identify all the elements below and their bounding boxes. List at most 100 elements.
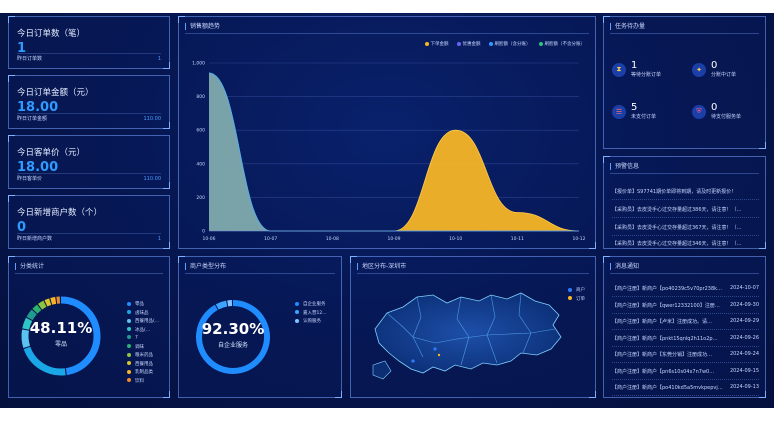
divider <box>610 273 759 274</box>
legend-item[interactable]: 商户 <box>568 287 585 296</box>
warning-item[interactable]: 【报价单】S97741期价单即将到期，请及时更新报价！ <box>612 188 759 200</box>
legend-label: 嘉入营12... <box>303 310 327 316</box>
donut-slice[interactable] <box>21 329 31 348</box>
y-tick-label: 200 <box>196 195 205 201</box>
message-item[interactable]: 【商户注册】新商户【pn6s10s04x7n7w0… 2024-09-15 <box>612 368 759 380</box>
divider <box>17 53 161 54</box>
legend-item[interactable]: 刷脸额（含分账） <box>488 41 531 47</box>
warning-item[interactable]: 【采购员】去皮烫手心过交存量超过367天，请注意！（… <box>612 224 759 236</box>
donut-slice[interactable] <box>38 300 47 310</box>
donut-slice[interactable] <box>196 300 270 374</box>
legend-label: 冰品(… <box>135 327 151 333</box>
panel-title: 分类统计 <box>15 263 44 270</box>
shenzhen-map[interactable] <box>351 257 597 399</box>
legend-item[interactable]: 西餐用品 <box>127 361 159 370</box>
legend-item[interactable]: 优惠金额 <box>456 41 481 47</box>
donut-slice[interactable] <box>215 300 228 310</box>
y-tick-label: 1,000 <box>192 61 205 67</box>
legend-item[interactable]: 饮料 <box>127 378 159 387</box>
task-label: 等待分账订单 <box>631 72 662 78</box>
legend-label: 卤味品 <box>135 310 149 316</box>
message-item[interactable]: 【商户注册】新商户【qwer12332100】注册… 2024-09-30 <box>612 302 759 314</box>
divider <box>17 233 161 234</box>
kpi-value: 1 <box>17 41 27 56</box>
sales-trend-panel: 销售额趋势 下单金额 优惠金额 刷脸额（含分账） 刷脸额（不含分账） 0 200 4… <box>178 16 596 249</box>
task-label: 未支付订单 <box>631 114 657 120</box>
legend-label: 西餐用品(… <box>135 319 160 324</box>
message-item[interactable]: 【商户注册】新商户【东莞分销】注册成功… 2024-09-24 <box>612 351 759 363</box>
x-tick-label: 10-07 <box>264 236 277 242</box>
message-date: 2024-09-15 <box>729 367 759 374</box>
legend-swatch <box>127 301 131 306</box>
task-pending-split[interactable]: ⧗ 1 等待分账订单 <box>612 61 661 78</box>
legend-item[interactable]: 订单 <box>568 296 585 305</box>
message-item[interactable]: 【商户注册】新商户【po40239c5v70pr238k… 2024-10-07 <box>612 285 759 297</box>
divider <box>610 33 759 34</box>
legend-item[interactable]: 下单金额 <box>424 41 449 47</box>
donut-percent: 48.11% <box>29 319 93 337</box>
donut-slice[interactable] <box>26 309 37 321</box>
message-item[interactable]: 【商户注册】新商户【pnkt15qnlq2h11o2p… 2024-09-26 <box>612 335 759 347</box>
hourglass-icon: ⧗ <box>612 62 626 77</box>
legend-item[interactable]: 认购服务 <box>295 318 327 327</box>
donut-slice[interactable] <box>60 296 101 376</box>
warning-item[interactable]: 【采购员】去皮烫手心过交存量超过346天，请注意！（… <box>612 241 742 247</box>
message-text: 【商户注册】新商户【qwer12332100】注册… <box>612 302 720 309</box>
legend-label: 下单金额 <box>430 42 449 47</box>
task-service-unpaid[interactable]: ⛨ 0 待支付服务单 <box>692 103 741 120</box>
kpi-new-merchants-card: 今日新增商户数（个） 0 昨日新增商户数 1 <box>8 195 170 249</box>
legend-item[interactable]: 嘉入营12... <box>295 310 327 319</box>
legend-label: 商户 <box>576 288 585 293</box>
legend-swatch <box>127 310 131 314</box>
donut-slice[interactable] <box>32 304 42 314</box>
donut-slice[interactable] <box>44 298 52 307</box>
donut-center: 48.11% 零品 <box>16 319 106 348</box>
warning-item[interactable]: 【采购员】去皮烫手心过交存量超过386天，请注意！（… <box>612 206 759 218</box>
message-date: 2024-09-13 <box>729 384 759 390</box>
legend-item[interactable]: 冰品(… <box>127 327 159 336</box>
donut-slice[interactable] <box>50 296 57 305</box>
kpi-sub-label: 昨日订单数 <box>17 56 43 62</box>
legend-item[interactable]: 卤味品 <box>127 310 159 319</box>
task-value: 0 <box>711 102 718 113</box>
kpi-sub-value: 110.00 <box>143 116 162 122</box>
y-tick-label: 600 <box>196 128 205 134</box>
donut-slice[interactable] <box>22 317 33 330</box>
legend-item[interactable]: 刷脸额（不含分账） <box>538 41 586 47</box>
message-item[interactable]: 【商户注册】新商户【po410kd5a5mvkpepvj… 2024-09-13 <box>612 384 759 396</box>
legend-swatch <box>127 378 131 382</box>
merchant-donut <box>196 300 270 374</box>
legend-label: 优惠金额 <box>462 42 481 47</box>
series-area[interactable] <box>209 73 579 231</box>
kpi-label: 今日订单数（笔） <box>17 29 86 39</box>
series-area[interactable] <box>209 73 579 231</box>
kpi-label: 今日订单金额（元） <box>17 88 94 98</box>
legend-item[interactable]: 7 <box>127 335 159 344</box>
kpi-label: 今日客单价（元） <box>17 148 86 158</box>
donut-slice[interactable] <box>23 346 66 376</box>
x-tick-label: 10-09 <box>387 236 400 242</box>
legend-swatch <box>127 361 131 365</box>
message-text: 【商户注册】新商户【pn6s10s04x7n7w0… <box>612 368 715 375</box>
legend-item[interactable]: 粮米药品 <box>127 352 159 361</box>
task-unpaid[interactable]: ☰ 5 未支付订单 <box>612 103 656 120</box>
legend-item[interactable]: 乳制品类 <box>127 369 159 378</box>
legend-swatch <box>127 335 131 339</box>
legend-label: 7 <box>135 335 138 341</box>
legend-item[interactable]: 自企业服务 <box>295 301 327 310</box>
legend-label: 西餐用品 <box>135 361 153 367</box>
kpi-sub-label: 昨日订单金额 <box>17 116 48 122</box>
x-tick-label: 10-11 <box>511 236 524 242</box>
divider <box>17 173 161 174</box>
message-item[interactable]: 【商户注册】新商户【卢米】注册成功。请… 2024-09-29 <box>612 318 759 330</box>
sales-chart: 0 200 400 600 800 1,000 10-06 10-07 10-08 10-09 10… <box>192 61 586 243</box>
legend-swatch <box>295 310 299 314</box>
task-splitting[interactable]: ✦ 0 分账中订单 <box>692 61 736 78</box>
legend-item[interactable]: 零品 <box>127 301 159 310</box>
task-value: 1 <box>631 60 638 71</box>
legend-item[interactable]: 调味 <box>127 344 159 353</box>
legend-label: 刷脸额（不含分账） <box>544 42 586 47</box>
task-label: 待支付服务单 <box>711 114 742 120</box>
legend-label: 自企业服务 <box>303 302 326 307</box>
legend-item[interactable]: 西餐用品(… <box>127 318 159 327</box>
